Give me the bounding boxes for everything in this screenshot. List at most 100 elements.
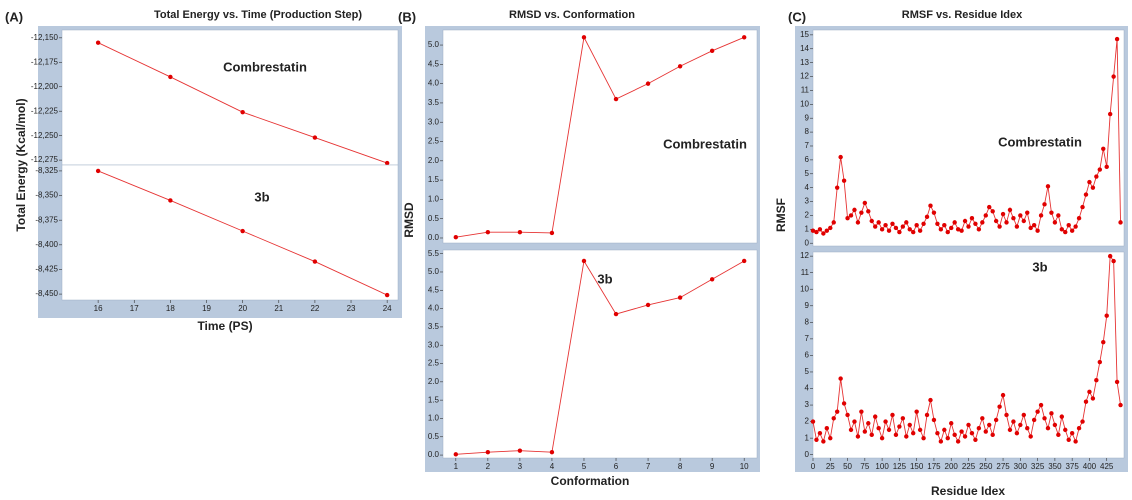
y-tick-label: 4.5 <box>428 59 440 68</box>
data-point <box>1049 210 1054 215</box>
data-point <box>741 258 747 264</box>
data-point <box>709 48 715 54</box>
data-point <box>1011 419 1016 424</box>
data-point <box>1104 313 1109 318</box>
data-point <box>1038 213 1044 218</box>
data-point <box>1083 399 1089 404</box>
data-point <box>581 258 587 264</box>
y-tick-label: 0 <box>805 450 810 459</box>
y-tick-label: 5 <box>805 169 810 178</box>
x-tick-label: 150 <box>910 462 924 471</box>
x-tick-label: 9 <box>710 462 715 471</box>
data-point <box>1118 402 1123 408</box>
x-tick-label: 3 <box>518 462 523 471</box>
y-tick-label: -8,350 <box>35 191 58 200</box>
y-tick-label: 3.0 <box>428 340 440 349</box>
y-tick-label: -8,400 <box>35 240 58 249</box>
chart-title: Total Energy vs. Time (Production Step) <box>154 9 362 21</box>
data-point <box>613 311 619 317</box>
data-point <box>848 213 854 218</box>
data-point <box>1073 439 1078 444</box>
data-point <box>824 228 830 233</box>
x-tick-label: 2 <box>486 462 491 471</box>
x-tick-label: 225 <box>962 462 976 471</box>
x-tick-label: 175 <box>927 462 941 471</box>
data-point <box>949 421 954 426</box>
y-tick-label: 0 <box>805 238 810 247</box>
data-point <box>1007 207 1013 213</box>
data-point <box>952 220 957 225</box>
data-point <box>1059 414 1065 419</box>
data-point <box>928 203 933 208</box>
data-point <box>914 409 919 414</box>
data-point <box>973 437 978 442</box>
data-point <box>876 220 881 225</box>
y-tick-label: 2 <box>805 211 810 220</box>
data-point <box>914 222 919 228</box>
y-tick-label: 3.5 <box>428 322 440 331</box>
data-point <box>834 409 840 414</box>
data-point <box>1080 419 1085 424</box>
data-point <box>1004 412 1009 418</box>
data-point <box>1045 184 1051 189</box>
data-point <box>549 449 555 455</box>
data-point <box>942 222 947 228</box>
data-point <box>997 404 1002 409</box>
data-point <box>821 231 826 236</box>
data-point <box>900 416 906 421</box>
data-point <box>862 429 868 434</box>
data-point <box>95 40 101 45</box>
data-point <box>1101 146 1106 151</box>
data-point <box>917 228 923 233</box>
data-point <box>911 229 916 235</box>
data-point <box>1063 229 1068 235</box>
data-point <box>1101 339 1106 345</box>
y-tick-label: -12,275 <box>31 155 59 164</box>
data-point <box>935 221 940 226</box>
y-tick-label: 11 <box>801 86 810 95</box>
x-tick-label: 350 <box>1048 462 1062 471</box>
y-tick-label: -12,175 <box>31 57 59 66</box>
data-point <box>976 227 982 232</box>
data-point <box>1097 167 1103 172</box>
data-point <box>911 430 916 436</box>
data-point <box>942 427 947 433</box>
data-point <box>645 302 651 308</box>
plot-area <box>442 249 758 459</box>
data-point <box>938 227 944 232</box>
data-point <box>312 135 318 140</box>
data-point <box>980 220 985 225</box>
data-point <box>1031 222 1037 228</box>
data-point <box>883 222 888 228</box>
data-point <box>828 225 833 231</box>
x-tick-label: 8 <box>678 462 683 471</box>
y-tick-label: 8 <box>805 127 810 136</box>
data-point <box>1014 224 1020 229</box>
y-tick-label: 7 <box>805 334 810 343</box>
data-point <box>973 221 978 226</box>
y-tick-label: -8,450 <box>35 289 58 298</box>
data-point <box>990 432 995 438</box>
x-tick-label: 425 <box>1100 462 1114 471</box>
data-point <box>1025 426 1030 431</box>
y-tick-label: 0.0 <box>428 450 440 459</box>
data-point <box>904 220 909 225</box>
data-point <box>976 426 982 431</box>
y-tick-label: 12 <box>800 72 809 81</box>
data-point <box>873 414 878 419</box>
data-point <box>1063 427 1068 433</box>
data-point <box>168 74 173 80</box>
data-point <box>831 220 836 225</box>
data-point <box>886 427 892 433</box>
data-point <box>613 96 619 102</box>
data-point <box>453 452 459 457</box>
x-tick-label: 5 <box>582 462 587 471</box>
data-point <box>1107 253 1113 259</box>
data-point <box>897 424 902 429</box>
data-point <box>838 154 843 160</box>
data-point <box>1076 216 1082 221</box>
x-tick-label: 20 <box>238 304 247 313</box>
data-point <box>814 229 819 235</box>
data-point <box>810 228 816 233</box>
